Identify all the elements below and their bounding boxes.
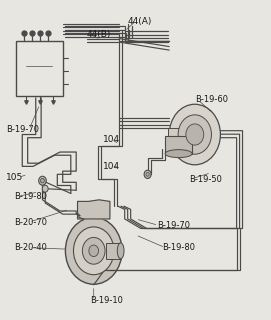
Text: 104: 104 (103, 135, 120, 144)
Circle shape (169, 104, 220, 165)
Text: B-19-80: B-19-80 (14, 192, 47, 201)
Text: B-19-70: B-19-70 (157, 221, 190, 230)
Text: 44(B): 44(B) (87, 30, 111, 39)
Ellipse shape (165, 150, 192, 158)
Polygon shape (78, 200, 110, 219)
Bar (168, 128, 179, 136)
Circle shape (39, 176, 46, 185)
Circle shape (82, 237, 105, 264)
Text: 44(A): 44(A) (127, 17, 152, 26)
Text: B-19-70: B-19-70 (6, 125, 39, 134)
Circle shape (146, 172, 149, 176)
Text: B-19-80: B-19-80 (162, 243, 195, 252)
Circle shape (178, 115, 211, 154)
Circle shape (186, 124, 204, 145)
Bar (106, 243, 121, 259)
Circle shape (89, 245, 99, 257)
Circle shape (144, 170, 151, 179)
Text: B-20-40: B-20-40 (14, 243, 47, 252)
Text: 104: 104 (103, 162, 120, 171)
Text: 105: 105 (6, 173, 23, 182)
Circle shape (73, 227, 114, 275)
Circle shape (65, 217, 122, 284)
Bar (15, 41, 63, 96)
Text: B-19-50: B-19-50 (189, 175, 222, 184)
Text: B-19-60: B-19-60 (195, 95, 228, 104)
Circle shape (41, 179, 44, 183)
Circle shape (42, 185, 48, 192)
Ellipse shape (117, 243, 124, 259)
Text: B-20-70: B-20-70 (14, 218, 47, 227)
Text: B-19-10: B-19-10 (90, 296, 122, 305)
Bar (165, 136, 192, 154)
